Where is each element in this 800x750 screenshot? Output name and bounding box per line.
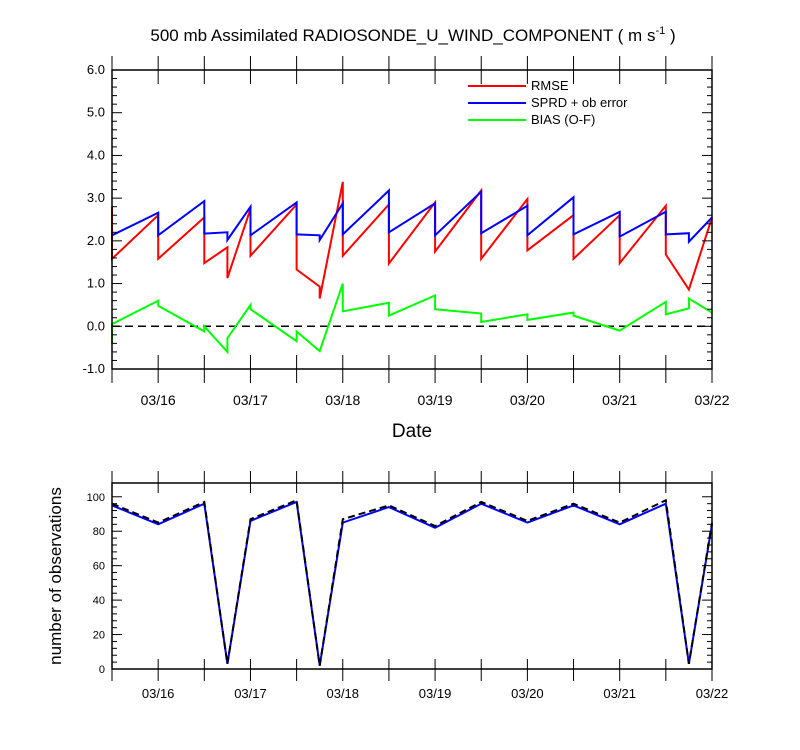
y-tick-label: 3.0 [87,190,105,205]
x-tick-label: 03/21 [602,392,637,408]
bottom-plot-area [111,498,713,666]
bottom-axes: 0 20 40 60 80 100 03/16 03/17 03/18 03/19 03/20 03/… [87,471,729,701]
y-axis-label: number of observations [46,487,65,665]
bottom-panel: 0 20 40 60 80 100 03/16 03/17 03/18 03/19 03/20 03/… [46,471,728,701]
legend-label-bias-o-f: BIAS (O-F) [531,112,595,127]
y-tick-label: 80 [93,526,105,538]
x-tick-label: 03/19 [419,686,452,701]
y-tick-label: 6.0 [87,62,105,77]
y-tick-label: 4.0 [87,147,105,162]
y-tick-label: 100 [87,492,105,504]
legend-label-rmse: RMSE [531,78,569,93]
x-tick-label: 03/22 [696,686,729,701]
x-tick-label: 03/18 [326,686,359,701]
y-tick-label: 5.0 [87,105,105,120]
y-tick-label: 60 [93,561,105,573]
y-tick-label: 20 [93,630,105,642]
y-tick-label: 0 [99,664,105,676]
x-tick-label: 03/17 [233,392,268,408]
series-line-sprd-ob-error [111,188,713,245]
x-tick-label: 03/19 [418,392,453,408]
y-tick-label: 2.0 [87,233,105,248]
x-tick-label: 03/21 [603,686,636,701]
chart-title: 500 mb Assimilated RADIOSONDE_U_WIND_COM… [150,25,675,45]
x-tick-label: 03/17 [234,686,267,701]
legend-label-sprd-ob-error: SPRD + ob error [531,95,628,110]
top-plot-area [111,181,713,355]
x-tick-label: 03/16 [142,686,175,701]
bottom-plot-frame [111,482,713,670]
x-tick-label: 03/20 [510,392,545,408]
y-tick-label: 40 [93,595,105,607]
legend: RMSE SPRD + ob error BIAS (O-F) [468,78,628,127]
y-tick-label: 0.0 [87,318,105,333]
series-line-observations-assimilated [111,500,713,666]
x-tick-label: 03/18 [325,392,360,408]
series-line-observations-possible [111,498,713,666]
x-tick-label: 03/22 [694,392,729,408]
x-axis-label: Date [392,421,432,442]
top-axes: -1.0 0.0 1.0 2.0 3.0 4.0 5.0 6.0 03/16 03/17 03/18… [83,56,730,408]
series-line-rmse [111,181,713,299]
x-tick-label: 03/20 [511,686,544,701]
series-line-bias-o-f [111,283,713,355]
top-plot-frame [111,69,713,370]
y-tick-label: 1.0 [87,276,105,291]
top-panel: -1.0 0.0 1.0 2.0 3.0 4.0 5.0 6.0 03/16 03/17 03/18… [83,56,730,442]
y-tick-label: -1.0 [83,361,105,376]
x-tick-label: 03/16 [141,392,176,408]
